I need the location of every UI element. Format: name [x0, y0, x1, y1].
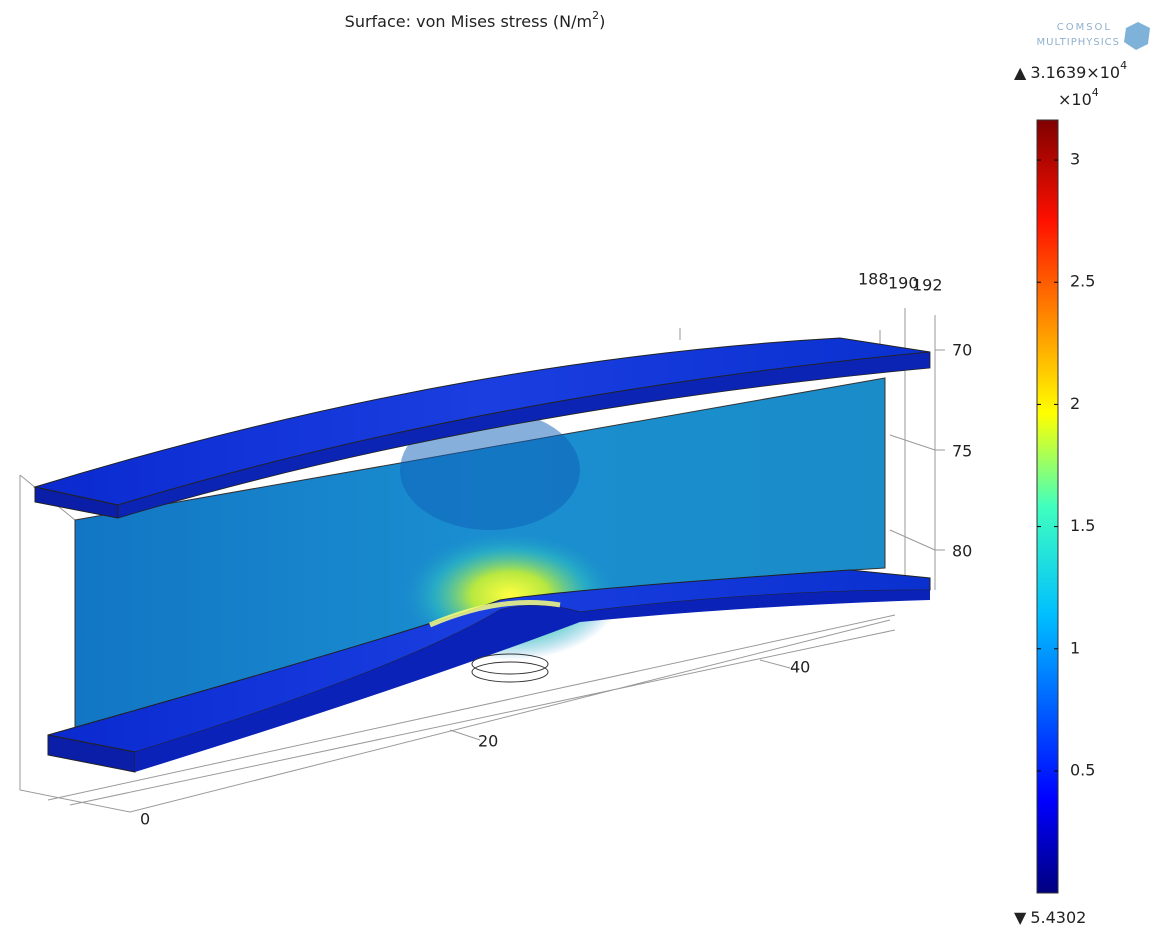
bounding-box	[19, 308, 945, 813]
colorbar-tick-label: 1	[1070, 638, 1080, 657]
logo-line1: COMSOL	[1057, 22, 1112, 33]
multiplier-exponent: 4	[1092, 86, 1099, 99]
logo: COMSOL MULTIPHYSICS	[1037, 22, 1150, 50]
axis-label: 40	[790, 658, 810, 677]
axis-label: 188	[858, 270, 889, 289]
title-tail: )	[599, 12, 605, 31]
min-value: 5.4302	[1030, 908, 1086, 927]
colorbar-tick-label: 2.5	[1070, 272, 1095, 291]
beam-render	[33, 337, 931, 773]
axis-label: 75	[952, 442, 972, 461]
colorbar	[1036, 119, 1059, 894]
plot-title: Surface: von Mises stress (N/m2)	[345, 9, 606, 31]
colorbar-tick-label: 3	[1070, 150, 1080, 169]
colorbar-tick-label: 1.5	[1070, 516, 1095, 535]
axis-label: 0	[140, 810, 150, 829]
axis-label: 80	[952, 542, 972, 561]
logo-line2: MULTIPHYSICS	[1037, 37, 1120, 48]
max-marker: ▲	[1014, 63, 1027, 82]
colorbar-tick-label: 0.5	[1070, 760, 1095, 779]
title-text: Surface: von Mises stress (N/m	[345, 12, 592, 31]
colorbar-tick-label: 2	[1070, 394, 1080, 413]
title-sup: 2	[592, 9, 599, 22]
colorbar-min: ▼ 5.4302	[1014, 908, 1086, 927]
min-marker: ▼	[1014, 908, 1027, 927]
max-mantissa: 3.1639×10	[1030, 63, 1120, 82]
axis-label: 192	[912, 276, 943, 295]
axis-label: 190	[888, 274, 919, 293]
multiplier-base: ×10	[1058, 90, 1092, 109]
axis-label: 20	[478, 732, 498, 751]
colorbar-multiplier: ×104	[1058, 86, 1099, 109]
colorbar-max: ▲ 3.1639×104	[1014, 59, 1127, 82]
max-exponent: 4	[1120, 59, 1127, 72]
axis-label: 70	[952, 341, 972, 360]
